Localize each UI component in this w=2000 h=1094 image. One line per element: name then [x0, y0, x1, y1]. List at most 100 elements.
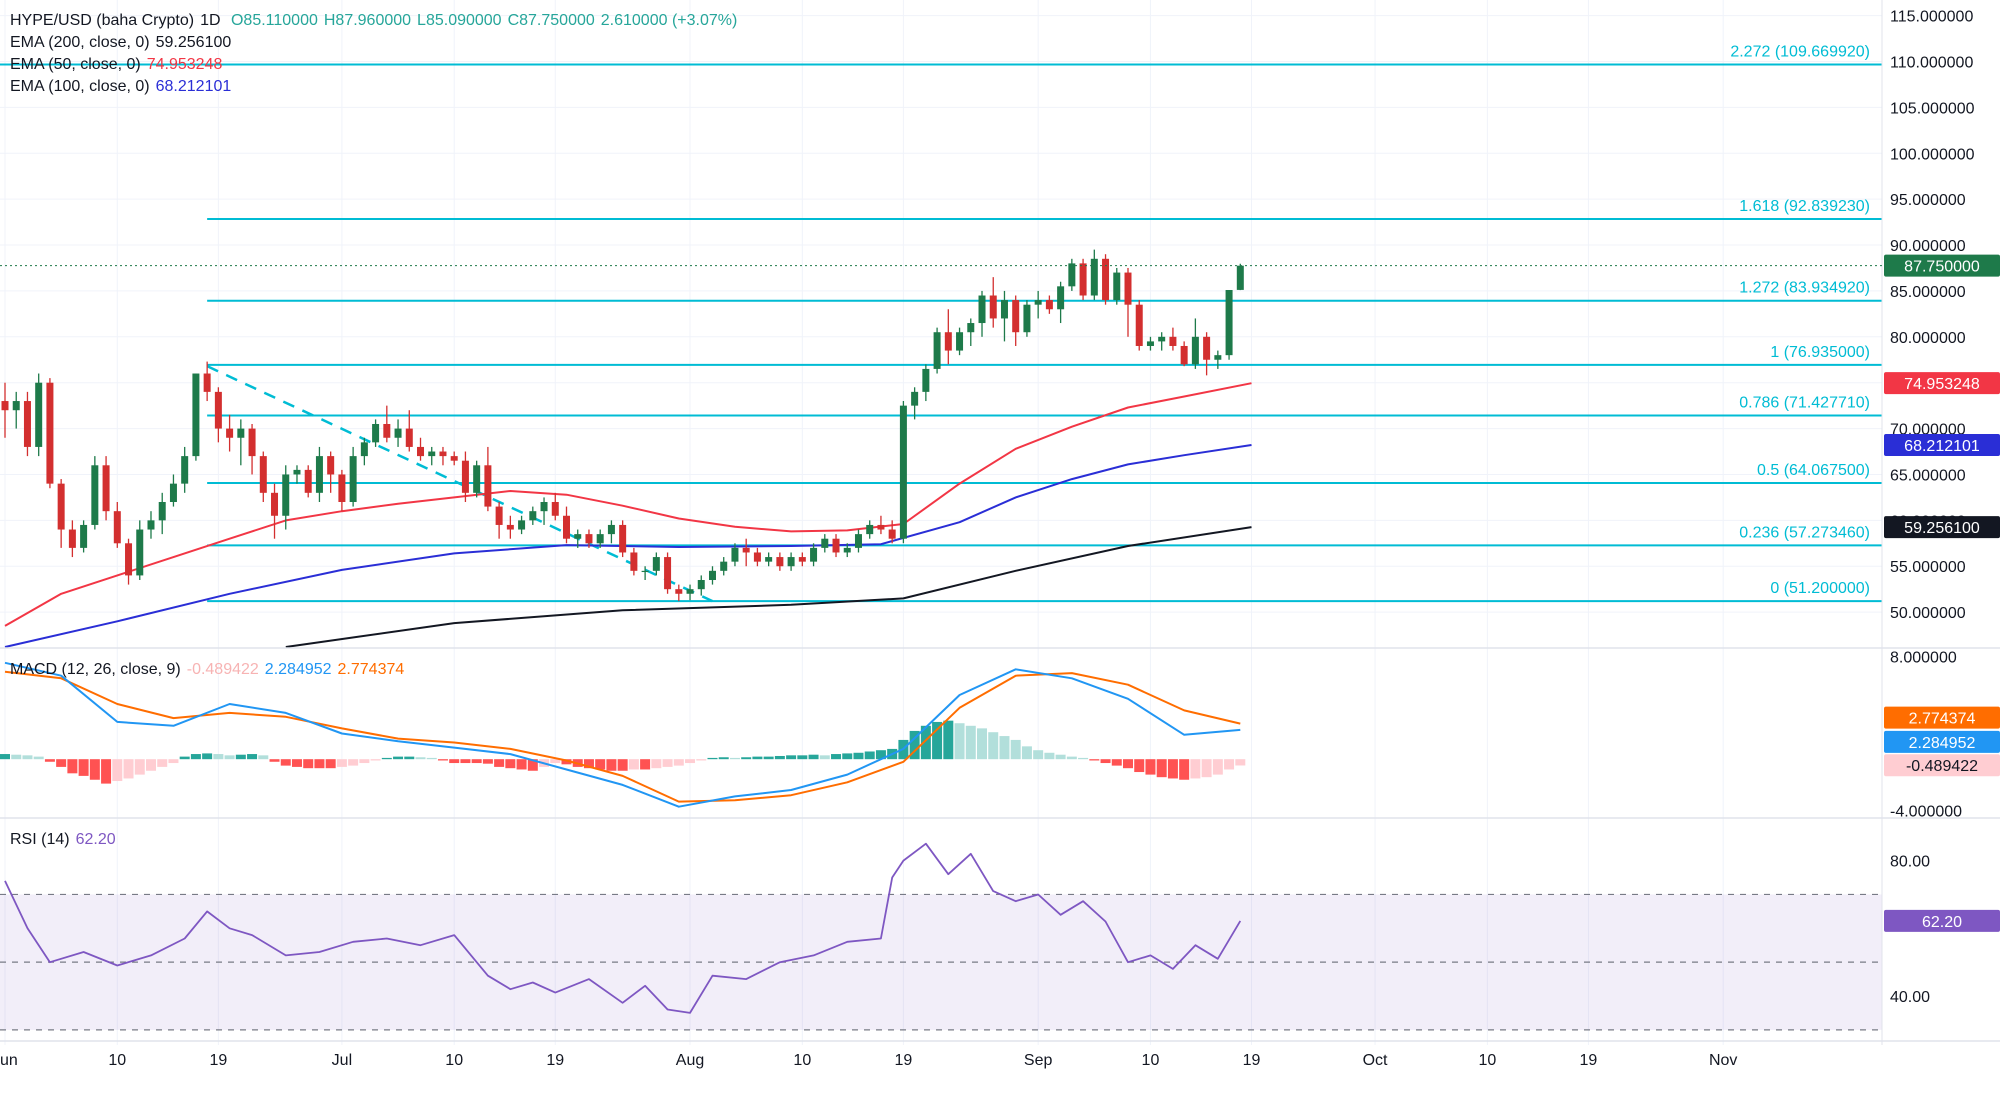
candle[interactable]: [405, 410, 413, 452]
candle[interactable]: [68, 520, 76, 558]
candle[interactable]: [484, 446, 492, 512]
candle[interactable]: [383, 405, 391, 443]
macd-line[interactable]: [4, 661, 1241, 808]
candle[interactable]: [742, 538, 750, 567]
candle[interactable]: [585, 529, 593, 548]
candle[interactable]: [23, 391, 31, 457]
candle[interactable]: [439, 446, 447, 466]
ema200-legend[interactable]: EMA (200, close, 0) 59.256100: [10, 33, 237, 53]
candle[interactable]: [1057, 281, 1065, 324]
candle[interactable]: [248, 423, 256, 475]
candle[interactable]: [203, 361, 211, 402]
ema100-legend[interactable]: EMA (100, close, 0) 68.212101: [10, 77, 237, 97]
candle[interactable]: [1090, 249, 1098, 301]
candle[interactable]: [136, 520, 144, 581]
candle[interactable]: [810, 543, 818, 567]
candle[interactable]: [102, 456, 110, 521]
candle[interactable]: [282, 465, 290, 530]
candle[interactable]: [214, 387, 222, 443]
candle[interactable]: [686, 584, 694, 601]
candle[interactable]: [360, 437, 368, 466]
candle[interactable]: [1, 382, 9, 438]
candle[interactable]: [259, 451, 267, 502]
candle[interactable]: [461, 451, 469, 502]
candle[interactable]: [888, 520, 896, 544]
candle[interactable]: [1225, 290, 1233, 360]
candle[interactable]: [113, 501, 121, 548]
candle[interactable]: [933, 327, 941, 374]
candle[interactable]: [798, 552, 806, 567]
candle[interactable]: [765, 552, 773, 567]
candle[interactable]: [518, 515, 526, 535]
candle[interactable]: [619, 520, 627, 558]
candle[interactable]: [551, 492, 559, 521]
candle[interactable]: [338, 469, 346, 512]
candle[interactable]: [956, 327, 964, 356]
candle[interactable]: [304, 465, 312, 498]
rsi-line[interactable]: [4, 842, 1242, 1014]
candle[interactable]: [675, 584, 683, 602]
candle[interactable]: [731, 543, 739, 567]
candle[interactable]: [596, 529, 604, 548]
candle[interactable]: [91, 456, 99, 530]
candle[interactable]: [1012, 295, 1020, 346]
candle[interactable]: [821, 534, 829, 553]
candle[interactable]: [1000, 290, 1008, 342]
candle[interactable]: [181, 446, 189, 493]
candle[interactable]: [1034, 290, 1042, 319]
candle[interactable]: [720, 557, 728, 576]
candle[interactable]: [237, 419, 245, 466]
candle[interactable]: [574, 529, 582, 548]
candle[interactable]: [372, 419, 380, 447]
candle[interactable]: [630, 547, 638, 576]
candle[interactable]: [271, 483, 279, 539]
candle[interactable]: [563, 506, 570, 544]
candle[interactable]: [1236, 263, 1244, 291]
candle[interactable]: [967, 318, 975, 346]
candle[interactable]: [1214, 350, 1222, 369]
candle[interactable]: [1124, 267, 1132, 337]
candle[interactable]: [417, 437, 425, 461]
candle[interactable]: [753, 547, 761, 567]
candle[interactable]: [540, 497, 548, 525]
candle[interactable]: [147, 511, 155, 539]
candle[interactable]: [854, 529, 862, 553]
macd-signal-line[interactable]: [4, 670, 1241, 803]
macd-legend[interactable]: MACD (12, 26, close, 9) -0.489422 2.284952…: [10, 660, 410, 680]
candle[interactable]: [80, 520, 88, 553]
dashed-trendline[interactable]: [206, 365, 714, 603]
candle[interactable]: [12, 391, 20, 429]
candle[interactable]: [169, 474, 177, 507]
candle[interactable]: [776, 552, 784, 571]
candle[interactable]: [1045, 295, 1053, 314]
candle[interactable]: [506, 515, 514, 539]
candle[interactable]: [158, 492, 166, 535]
candle[interactable]: [1068, 258, 1076, 291]
candle[interactable]: [46, 378, 54, 489]
candle[interactable]: [226, 414, 234, 452]
candle[interactable]: [866, 520, 874, 539]
candle[interactable]: [529, 506, 537, 525]
candle[interactable]: [922, 364, 930, 402]
ema200-line[interactable]: [285, 526, 1252, 648]
ema100-line[interactable]: [4, 444, 1252, 648]
candle[interactable]: [989, 277, 997, 328]
candle[interactable]: [708, 566, 716, 585]
candle[interactable]: [1023, 300, 1031, 337]
candle[interactable]: [394, 419, 402, 447]
candle[interactable]: [944, 309, 952, 365]
candle[interactable]: [349, 446, 357, 507]
candle[interactable]: [57, 479, 65, 548]
candle[interactable]: [35, 373, 43, 457]
candle[interactable]: [899, 401, 907, 544]
candle[interactable]: [125, 538, 133, 585]
ema50-legend[interactable]: EMA (50, close, 0) 74.953248: [10, 55, 228, 75]
candle[interactable]: [697, 575, 705, 596]
candle[interactable]: [1169, 327, 1177, 351]
candle[interactable]: [787, 552, 795, 571]
candle[interactable]: [652, 552, 660, 576]
candle[interactable]: [428, 446, 436, 466]
candle[interactable]: [978, 290, 986, 337]
